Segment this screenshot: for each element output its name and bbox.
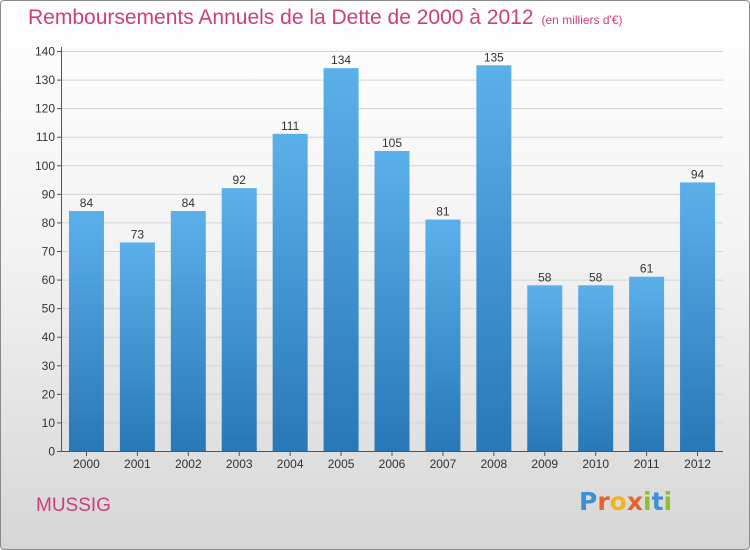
- data-label: 73: [131, 227, 145, 241]
- proxiti-logo: Proxiti: [579, 487, 672, 516]
- logo-letter: P: [579, 487, 598, 516]
- y-tick-label: 30: [42, 359, 56, 373]
- data-label: 81: [436, 205, 450, 219]
- x-tick-label: 2011: [634, 457, 660, 471]
- x-tick-label: 2004: [277, 457, 304, 471]
- logo-letter: t: [651, 487, 664, 516]
- x-tick-label: 2009: [531, 457, 558, 471]
- y-tick-label: 90: [42, 187, 56, 201]
- y-tick-label: 0: [48, 445, 55, 459]
- logo-letter: i: [663, 487, 673, 516]
- y-tick-label: 70: [42, 245, 56, 259]
- x-tick-label: 2008: [480, 457, 507, 471]
- data-label: 84: [182, 196, 196, 210]
- bar: [272, 133, 308, 451]
- data-label: 58: [538, 270, 552, 284]
- logo-letter: i: [643, 487, 652, 516]
- y-tick-label: 20: [42, 387, 56, 401]
- data-label: 92: [233, 173, 247, 187]
- x-tick-label: 2000: [73, 457, 100, 471]
- y-axis-ticks: 0 10 20 30 40 50 60 70 80 90 100 110 120 130 140: [35, 45, 61, 459]
- x-tick-label: 2012: [684, 457, 711, 471]
- data-labels: 84 73 84 92 111 134 105 81 135 58 58 61 94: [80, 50, 705, 284]
- data-label: 61: [640, 262, 654, 276]
- y-tick-label: 140: [35, 45, 55, 59]
- y-tick-label: 60: [42, 273, 56, 287]
- x-tick-label: 2010: [582, 457, 609, 471]
- bars: [68, 65, 716, 452]
- data-label: 135: [484, 50, 504, 64]
- logo-letter: o: [609, 487, 627, 516]
- x-tick-label: 2006: [379, 457, 406, 471]
- chart-title-text: Remboursements Annuels de la Dette de 20…: [28, 6, 534, 29]
- chart-title: Remboursements Annuels de la Dette de 20…: [28, 6, 623, 30]
- x-tick-label: 2002: [175, 457, 202, 471]
- bar: [68, 211, 104, 451]
- data-label: 94: [691, 167, 705, 181]
- commune-name: MUSSIG: [36, 495, 111, 516]
- y-tick-label: 130: [35, 73, 55, 87]
- data-label: 134: [331, 53, 351, 67]
- x-tick-label: 2007: [430, 457, 457, 471]
- bar: [374, 151, 410, 451]
- y-tick-label: 100: [35, 159, 55, 173]
- y-tick-label: 50: [42, 302, 56, 316]
- bar: [425, 219, 461, 451]
- bar: [527, 285, 563, 451]
- x-tick-label: 2001: [124, 457, 151, 471]
- x-axis-ticks: 2000 2001 2002 2003 2004 2005 2006 2007 2008 2009…: [73, 451, 711, 471]
- y-tick-label: 80: [42, 216, 56, 230]
- bar: [629, 276, 665, 451]
- y-tick-label: 120: [35, 102, 55, 116]
- bar: [578, 285, 614, 451]
- bar: [323, 68, 359, 452]
- axes: [61, 47, 723, 452]
- data-label: 84: [80, 196, 94, 210]
- y-tick-label: 10: [42, 416, 56, 430]
- data-label: 105: [382, 136, 402, 150]
- bar: [680, 182, 716, 451]
- logo-letter: r: [597, 487, 610, 516]
- bar: [119, 242, 155, 451]
- y-tick-label: 110: [36, 130, 55, 144]
- bar: [476, 65, 512, 452]
- bar: [221, 188, 257, 451]
- x-tick-label: 2003: [226, 457, 253, 471]
- logo-letter: x: [626, 487, 643, 516]
- x-tick-label: 2005: [328, 457, 355, 471]
- data-label: 111: [281, 119, 300, 133]
- bar: [170, 211, 206, 451]
- chart-unit: (en milliers d'€): [541, 13, 623, 27]
- y-tick-label: 40: [42, 330, 56, 344]
- data-label: 58: [589, 270, 603, 284]
